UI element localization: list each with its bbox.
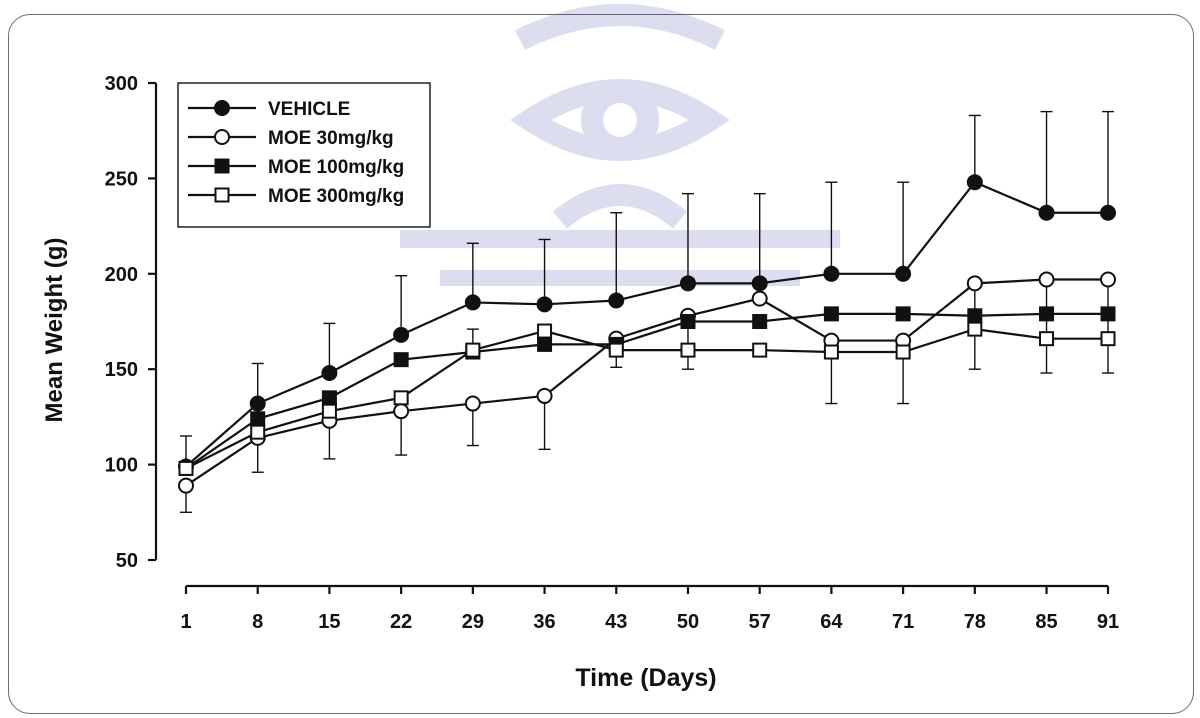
data-point-vehicle [1100, 204, 1116, 221]
y-tick-label: 50 [116, 550, 138, 572]
data-point-moe-100mg-kg [967, 308, 983, 324]
data-point-moe-300mg-kg [895, 344, 911, 360]
x-tick-label: 36 [533, 611, 555, 633]
x-tick-label: 85 [1035, 611, 1057, 633]
data-point-moe-100mg-kg [752, 314, 768, 329]
data-point-moe-30mg-kg [178, 477, 194, 494]
data-point-vehicle [1038, 204, 1055, 221]
x-tick-label: 64 [820, 611, 843, 633]
x-tick-label: 71 [892, 611, 914, 633]
legend-label: MOE 300mg/kg [268, 186, 404, 207]
data-point-vehicle [393, 326, 410, 343]
y-tick-label: 250 [105, 168, 138, 190]
y-tick-label: 200 [105, 264, 138, 286]
data-point-vehicle [679, 275, 696, 292]
data-point-moe-100mg-kg [895, 306, 911, 322]
data-point-vehicle [751, 275, 768, 292]
data-point-moe-100mg-kg [1039, 306, 1055, 322]
data-point-moe-100mg-kg [250, 411, 266, 427]
data-point-vehicle [536, 296, 553, 313]
x-tick-label: 78 [964, 611, 986, 633]
data-point-vehicle [966, 174, 983, 191]
legend-marker [214, 187, 230, 203]
data-point-moe-300mg-kg [537, 323, 553, 339]
x-tick-label: 43 [605, 611, 627, 633]
data-point-moe-100mg-kg [680, 314, 696, 329]
x-tick-label: 50 [677, 611, 699, 633]
legend-label: VEHICLE [268, 99, 350, 120]
data-point-moe-300mg-kg [321, 403, 337, 419]
data-point-moe-300mg-kg [1039, 331, 1055, 347]
x-tick-label: 1 [180, 611, 191, 633]
data-point-vehicle [464, 294, 481, 311]
x-tick-label: 91 [1097, 611, 1119, 633]
legend-marker [214, 100, 230, 116]
data-point-moe-100mg-kg [393, 352, 409, 368]
series-line-moe-300mg-kg [185, 328, 1108, 470]
data-point-moe-30mg-kg [1100, 271, 1116, 288]
series-markers [178, 174, 1116, 494]
legend: VEHICLE MOE 30mg/kg MOE 100mg/kg MOE 300mg/… [177, 82, 431, 228]
data-point-moe-300mg-kg [967, 321, 983, 337]
watermark-logo [400, 4, 840, 286]
data-point-vehicle [608, 292, 625, 309]
y-axis-label: Mean Weight (g) [41, 238, 68, 423]
x-tick-label: 15 [318, 611, 340, 633]
data-point-moe-100mg-kg [823, 306, 839, 322]
data-point-moe-300mg-kg [752, 342, 768, 358]
legend-marker [214, 129, 230, 145]
data-point-moe-30mg-kg [536, 387, 553, 404]
y-tick-label: 150 [105, 359, 138, 381]
series-line-moe-30mg-kg [185, 278, 1108, 487]
data-point-moe-30mg-kg [1038, 271, 1055, 288]
data-point-moe-100mg-kg [537, 336, 553, 352]
data-point-moe-300mg-kg [608, 342, 624, 358]
chart-axes: 50 100 150 200 250 300 1 8 15 22 29 36 43 50 57 64 71 78 8… [105, 73, 1120, 633]
legend-label: MOE 100mg/kg [268, 157, 404, 178]
x-tick-label: 22 [390, 611, 412, 633]
data-point-moe-300mg-kg [1100, 331, 1116, 347]
x-tick-label: 29 [462, 611, 484, 633]
series-lines [185, 180, 1108, 487]
data-point-moe-30mg-kg [393, 403, 410, 420]
x-axis-label: Time (Days) [575, 664, 716, 692]
legend-marker [214, 158, 230, 174]
x-tick-label: 8 [252, 611, 263, 633]
series-line-moe-100mg-kg [185, 312, 1108, 470]
data-point-moe-300mg-kg [465, 342, 481, 358]
data-point-vehicle [823, 265, 840, 282]
data-point-moe-300mg-kg [178, 460, 194, 476]
data-point-moe-30mg-kg [966, 275, 983, 292]
data-point-moe-300mg-kg [680, 342, 696, 358]
data-point-moe-300mg-kg [393, 390, 409, 406]
legend-label: MOE 30mg/kg [268, 128, 394, 149]
x-tick-label: 57 [749, 611, 771, 633]
y-tick-label: 300 [105, 73, 138, 95]
data-point-vehicle [321, 365, 338, 382]
data-point-moe-100mg-kg [1100, 306, 1116, 322]
data-point-vehicle [249, 395, 266, 412]
data-point-vehicle [895, 265, 912, 282]
series-line-vehicle [185, 180, 1108, 468]
data-point-moe-30mg-kg [464, 395, 481, 412]
data-point-moe-100mg-kg [321, 390, 337, 406]
data-point-moe-300mg-kg [250, 424, 266, 440]
data-point-moe-300mg-kg [823, 344, 839, 360]
y-tick-label: 100 [105, 455, 138, 477]
data-point-moe-30mg-kg [751, 290, 768, 307]
